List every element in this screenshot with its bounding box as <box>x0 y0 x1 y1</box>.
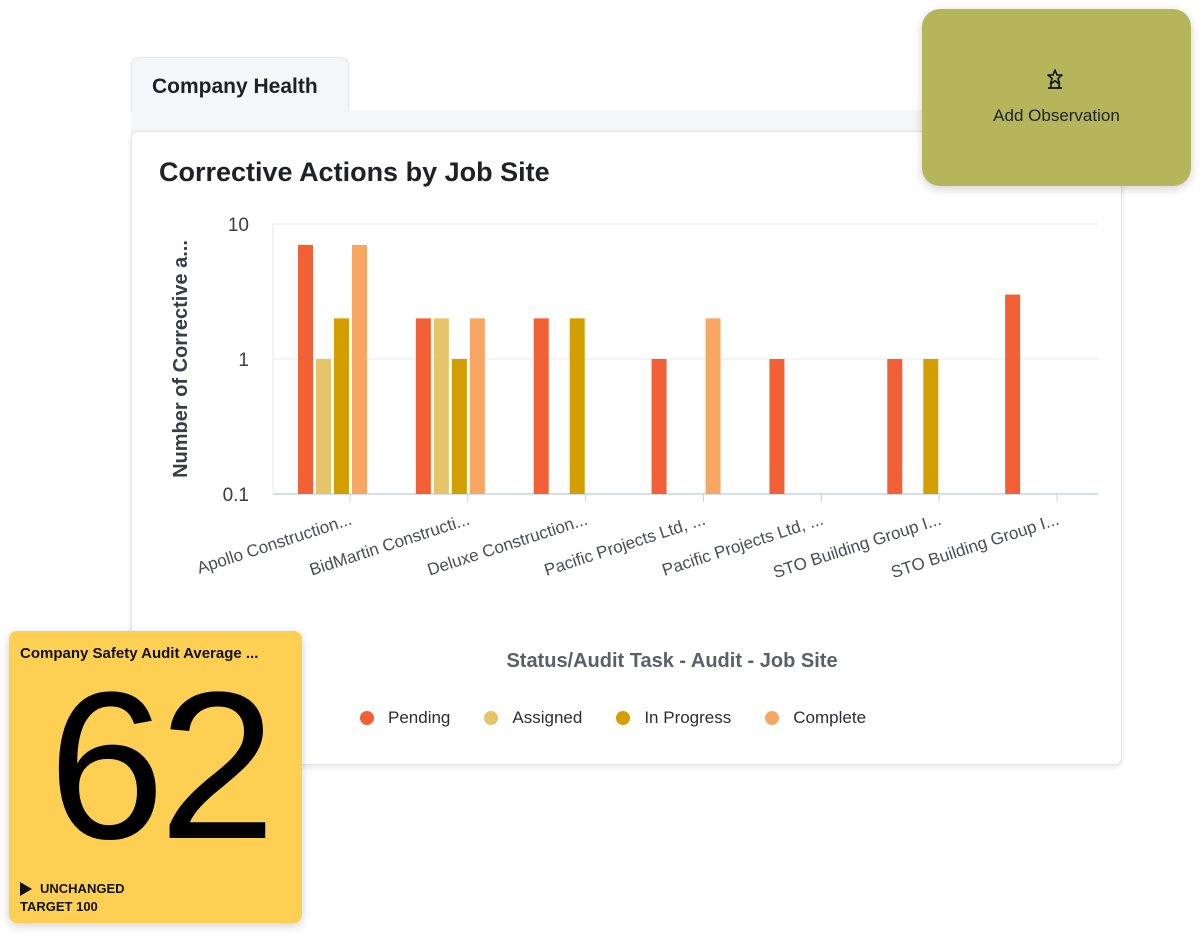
kpi-target: TARGET 100 <box>20 899 98 914</box>
legend-dot <box>765 711 780 725</box>
add-observation-label: Add Observation <box>993 106 1120 125</box>
tab-label: Company Health <box>152 75 318 98</box>
bar-pending <box>651 359 667 494</box>
legend-label: Assigned <box>512 708 583 727</box>
y-axis-title: Number of Corrective a... <box>170 240 192 478</box>
megaphone-icon <box>1047 69 1063 89</box>
bar-complete <box>469 318 485 494</box>
bar-pending <box>769 359 785 494</box>
y-tick-label: 10 <box>228 215 249 236</box>
legend-dot <box>484 711 499 725</box>
y-tick-label: 1 <box>238 350 249 371</box>
legend-label: Pending <box>388 708 451 727</box>
bar-pending <box>1005 294 1021 494</box>
tab-company-health[interactable]: Company Health <box>131 57 349 111</box>
legend-item[interactable]: Assigned <box>484 708 582 728</box>
kpi-card[interactable]: Company Safety Audit Average ... 62 UNCH… <box>9 631 302 923</box>
legend-dot <box>616 711 631 725</box>
play-icon <box>20 881 32 896</box>
chart-legend: Pending Assigned In Progress Complete <box>360 708 866 728</box>
legend-item[interactable]: Complete <box>765 708 866 728</box>
bar-pending <box>887 359 903 494</box>
x-axis-title: Status/Audit Task - Audit - Job Site <box>506 650 838 672</box>
legend-item[interactable]: In Progress <box>616 708 731 728</box>
chart-title: Corrective Actions by Job Site <box>159 157 550 187</box>
add-observation-button[interactable]: Add Observation <box>922 9 1191 186</box>
legend-label: Complete <box>793 708 867 727</box>
bar-pending <box>415 318 431 494</box>
legend-item[interactable]: Pending <box>360 708 450 728</box>
bar-in-progress <box>569 318 585 494</box>
bar-complete <box>705 318 721 494</box>
bar-in-progress <box>923 359 939 494</box>
kpi-title: Company Safety Audit Average ... <box>20 645 259 662</box>
kpi-trend-label: UNCHANGED <box>40 881 125 896</box>
kpi-value: 62 <box>48 648 276 883</box>
bar-assigned <box>433 318 449 494</box>
chart-card: Corrective Actions by Job Site 10 1 0.1 Num… <box>131 131 1122 765</box>
legend-label: In Progress <box>644 708 732 727</box>
bar-complete <box>352 244 367 494</box>
bar-pending <box>298 244 313 494</box>
kpi-trend: UNCHANGED <box>20 881 125 896</box>
legend-dot <box>360 711 374 725</box>
bar-in-progress <box>451 359 467 494</box>
y-tick-label: 0.1 <box>223 485 249 506</box>
bar-in-progress <box>334 318 349 494</box>
bar-assigned <box>316 359 331 494</box>
bar-pending <box>533 318 549 494</box>
